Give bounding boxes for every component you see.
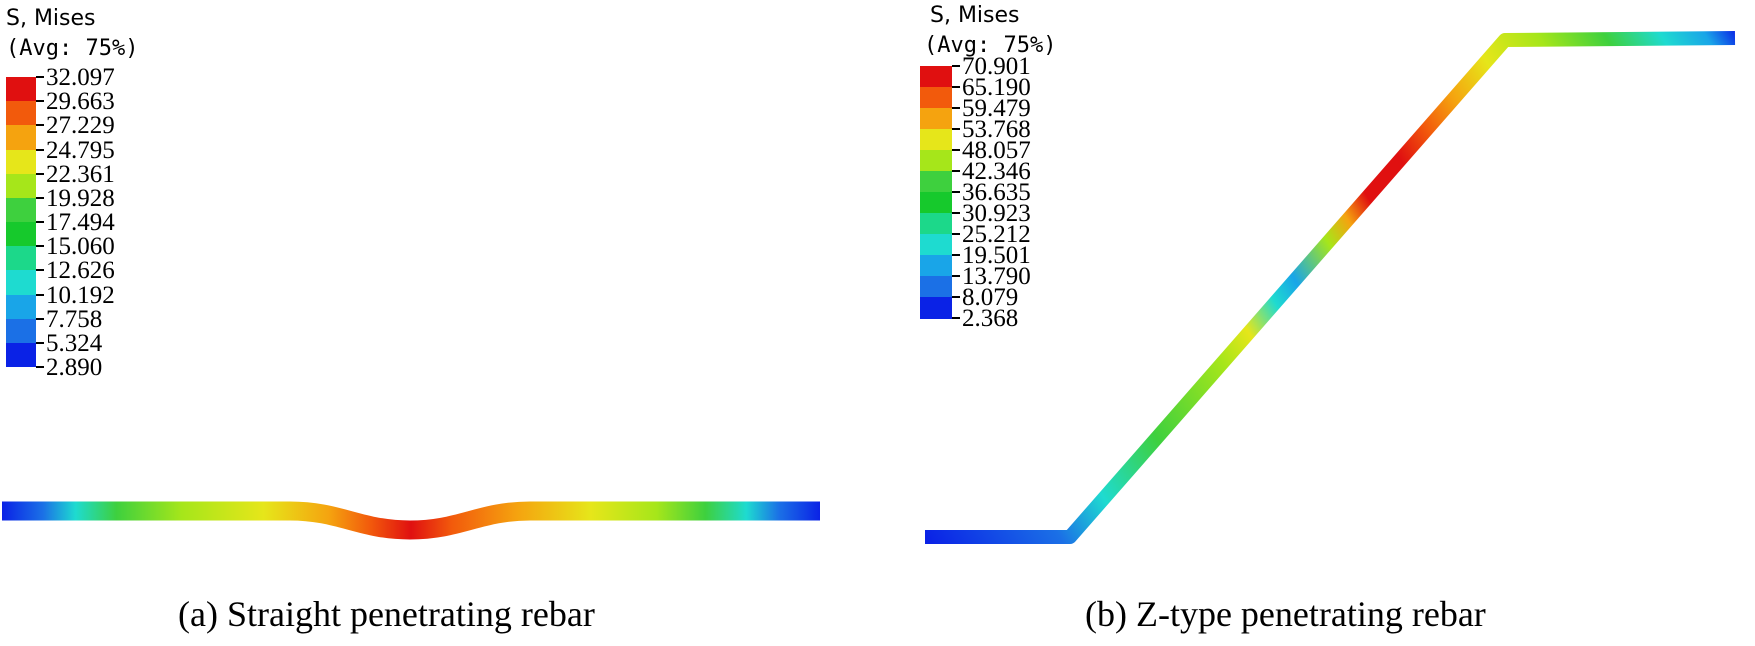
legend-tick [36,100,44,103]
legend-tick [952,170,960,172]
legend-tick [952,212,960,214]
legend-tick-label: 25.212 [962,221,1031,248]
legend-swatch [920,150,952,172]
legend-tick [952,128,960,130]
legend-tick-label: 13.790 [962,263,1031,290]
legend-swatch [6,318,36,344]
legend-swatch [6,77,36,102]
legend-tick [36,341,44,344]
legend-swatch [6,222,36,247]
legend-tick [952,191,960,193]
legend-title: S, Mises [930,3,1020,28]
legend-swatch [920,129,952,151]
legend-tick [36,196,44,199]
legend-tick [36,221,44,223]
legend-tick [36,172,44,175]
legend-subtitle: (Avg: 75%) [6,36,139,61]
legend-swatch [920,255,952,277]
legend-swatch [920,87,952,109]
legend-tick [952,296,960,298]
rebar-z-type-body [925,31,1736,544]
legend-swatch [920,192,952,214]
legend-tick-label: 22.361 [46,160,115,188]
legend-swatch [920,234,952,256]
legend-tick [36,293,44,296]
rebar-straight-body [2,501,820,540]
legend-swatch [6,125,36,150]
panel-z-type-rebar: S, Mises (Avg: 75%) 70.901 65.190 59.479 53… [920,0,1755,646]
legend-tick-label: 53.768 [962,116,1031,143]
legend-swatch [6,173,36,199]
legend-tick [952,275,960,277]
legend-tick [36,124,44,127]
legend-tick [36,269,44,272]
legend-tick [952,107,960,109]
legend-tick [952,86,960,88]
legend-tick-label: 19.501 [962,242,1031,269]
legend-tick [36,366,44,368]
legend-swatch [6,149,36,175]
legend-tick-label: 27.229 [46,112,115,140]
legend-tick-label: 70.901 [962,53,1031,80]
legend-tick-label: 17.494 [46,209,115,236]
legend-swatch [6,197,36,223]
legend-tick-label: 42.346 [962,158,1031,185]
legend-subtitle: (Avg: 75%) [924,33,1057,58]
legend-swatch [920,108,952,130]
legend-tick-label: 8.079 [962,284,1019,311]
legend-swatch [920,213,952,235]
legend-tick-label: 12.626 [46,257,115,285]
legend-tick [36,245,44,248]
legend-swatch [6,342,36,368]
caption: (b) Z-type penetrating rebar [1085,594,1486,634]
legend-tick-label: 30.923 [962,200,1031,227]
legend-tick-label: 48.057 [962,137,1031,164]
rebar-z-type [925,31,1736,544]
legend-tick-label: 36.635 [962,179,1031,206]
legend-tick-label: 32.097 [46,64,115,91]
legend-tick-label: 65.190 [962,74,1031,101]
legend-swatch [6,270,36,295]
legend-tick-label: 2.890 [46,354,103,381]
legend-tick-label: 59.479 [962,95,1031,122]
legend-tick-label: 24.795 [46,136,115,164]
legend-tick [952,149,960,151]
legend-title: S, Mises [6,6,96,31]
legend-swatch [6,246,36,271]
legend-tick-label: 15.060 [46,233,115,261]
legend-tick-label: 10.192 [46,281,115,309]
legend-swatch [920,171,952,193]
caption: (a) Straight penetrating rebar [178,594,595,634]
legend-tick-label: 19.928 [46,184,115,212]
legend-swatch [920,276,952,298]
legend-tick-label: 5.324 [46,329,103,357]
legend-tick-label: 7.758 [46,305,103,333]
legend-tick [36,148,44,151]
panel-straight-rebar: S, Mises (Avg: 75%) 32.097 29.663 27.229 24… [0,0,870,646]
legend-swatch [6,101,36,126]
legend-swatch [6,294,36,320]
legend-tick-label: 29.663 [46,88,115,116]
legend-tick-label: 2.368 [962,305,1019,332]
legend-tick [952,65,960,67]
legend-tick [36,317,44,320]
legend-swatch [920,297,952,319]
legend-swatch [920,66,952,88]
legend-tick [36,76,44,78]
rebar-straight [2,501,820,540]
legend-tick [952,233,960,235]
legend-tick [952,317,960,319]
legend-tick [952,254,960,256]
